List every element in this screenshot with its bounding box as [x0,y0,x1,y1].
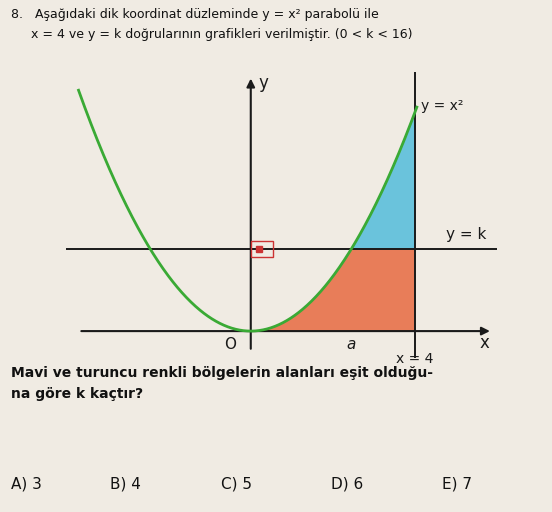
Text: y = x²: y = x² [421,99,463,113]
Text: na göre k kaçtır?: na göre k kaçtır? [11,387,143,400]
Text: O: O [224,337,236,352]
Text: A) 3: A) 3 [11,476,42,491]
Text: 8.   Aşağıdaki dik koordinat düzleminde y = x² parabolü ile: 8. Aşağıdaki dik koordinat düzleminde y … [11,8,379,20]
Bar [251,241,273,258]
Polygon shape [351,113,415,249]
Text: a: a [347,337,356,352]
Text: x = 4: x = 4 [396,352,433,366]
Polygon shape [251,249,415,331]
Text: D) 6: D) 6 [331,476,363,491]
Text: y: y [258,74,268,92]
Text: Mavi ve turuncu renkli bölgelerin alanları eşit olduğu-: Mavi ve turuncu renkli bölgelerin alanla… [11,366,433,380]
Text: y = k: y = k [446,227,486,242]
Text: x = 4 ve y = k doğrularının grafikleri verilmiştir. (0 < k < 16): x = 4 ve y = k doğrularının grafikleri v… [11,28,412,41]
Text: x: x [480,334,490,352]
Text: C) 5: C) 5 [221,476,252,491]
Text: E) 7: E) 7 [442,476,471,491]
Text: B) 4: B) 4 [110,476,141,491]
